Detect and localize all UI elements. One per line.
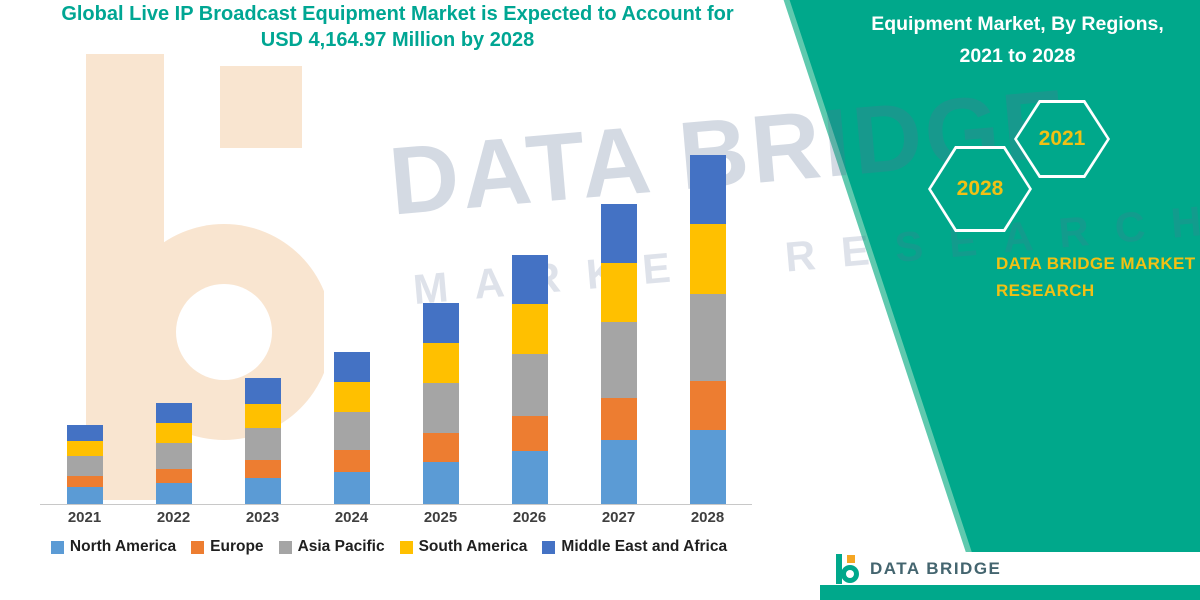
bar-segment: [511, 254, 548, 305]
x-axis-labels: 2021 2022 2023 2024 2025 2026 2027 2028: [40, 509, 752, 526]
chart-column: [40, 425, 129, 504]
bar-segment: [66, 425, 103, 441]
bar-segment: [244, 378, 281, 404]
bar-segment: [600, 397, 637, 441]
bar-segment: [689, 293, 726, 381]
logo-row: DATA BRIDGE: [820, 552, 1200, 585]
x-axis-label: 2022: [156, 509, 191, 526]
legend-item: Middle East and Africa: [542, 538, 727, 556]
brand-text: DATA BRIDGE MARKET RESEARCH: [996, 250, 1196, 304]
chart-column: [396, 303, 485, 504]
chart-legend: North America Europe Asia Pacific South Ame…: [8, 538, 770, 556]
stacked-bar: [511, 254, 548, 504]
chart-column: [218, 378, 307, 504]
bar-segment: [155, 402, 192, 424]
brand-text-line2: RESEARCH: [996, 281, 1095, 301]
legend-swatch: [191, 540, 205, 554]
hexagon-label: 2021: [1038, 127, 1086, 150]
bar-segment: [155, 443, 192, 469]
legend-item: North America: [50, 538, 177, 556]
chart-column: [485, 254, 574, 504]
stacked-bar: [66, 425, 103, 504]
bar-segment: [689, 155, 726, 225]
stacked-bar: [600, 203, 637, 504]
bar-segment: [422, 383, 459, 434]
bar-segment: [244, 403, 281, 429]
bar-segment: [155, 468, 192, 483]
bar-segment: [689, 380, 726, 431]
panel-heading: Equipment Market, By Regions, 2021 to 20…: [845, 8, 1190, 72]
legend-item: South America: [399, 538, 528, 556]
bar-segment: [511, 353, 548, 417]
bar-segment: [422, 303, 459, 344]
x-axis-label: 2024: [334, 509, 369, 526]
bar-segment: [511, 451, 548, 504]
bar-segment: [600, 440, 637, 504]
bar-segment: [333, 351, 370, 382]
x-axis-label: 2026: [512, 509, 547, 526]
bar-segment: [333, 471, 370, 504]
bar-segment: [66, 476, 103, 488]
chart-column: [663, 155, 752, 504]
bar-segment: [66, 440, 103, 457]
legend-swatch: [542, 540, 556, 554]
panel-heading-line2: 2021 to 2028: [959, 45, 1076, 68]
x-axis-label: 2021: [67, 509, 102, 526]
bar-segment: [155, 423, 192, 444]
legend-label: North America: [69, 538, 177, 555]
logo-name: DATA BRIDGE: [870, 558, 1002, 578]
chart-column: [307, 351, 396, 504]
legend-label: Europe: [210, 538, 264, 555]
legend-item: Asia Pacific: [278, 538, 385, 556]
bar-segment: [244, 459, 281, 478]
chart-column: [574, 203, 663, 504]
bar-segment: [155, 482, 192, 504]
bar-segment: [422, 433, 459, 462]
legend-swatch: [50, 540, 64, 554]
logo-strip: [820, 585, 1200, 600]
bar-segment: [689, 430, 726, 504]
logo-box: DATA BRIDGE: [820, 552, 1200, 600]
stacked-bar: [689, 155, 726, 504]
bar-segment: [511, 416, 548, 452]
x-axis-label: 2027: [601, 509, 636, 526]
bar-segment: [333, 450, 370, 472]
stacked-bar: [244, 378, 281, 504]
x-axis-label: 2028: [690, 509, 725, 526]
x-axis-label: 2023: [245, 509, 280, 526]
bar-segment: [244, 477, 281, 504]
bar-segment: [333, 411, 370, 451]
stacked-bar: [422, 303, 459, 504]
bar-segment: [244, 428, 281, 460]
bar-segment: [600, 322, 637, 398]
legend-item: Europe: [191, 538, 264, 556]
legend-swatch: [399, 540, 413, 554]
legend-swatch: [278, 540, 292, 554]
data-bridge-logo-icon: [836, 553, 859, 584]
bar-segment: [600, 203, 637, 264]
x-axis-label: 2025: [423, 509, 458, 526]
plot-area: [40, 143, 752, 505]
chart-title-line2: USD 4,164.97 Million by 2028: [260, 29, 535, 52]
legend-label: Middle East and Africa: [561, 538, 728, 555]
panel-heading-line1: Equipment Market, By Regions,: [871, 13, 1164, 35]
bar-segment: [422, 461, 459, 504]
chart-title-line1: Global Live IP Broadcast Equipment Marke…: [61, 3, 734, 25]
legend-label: Asia Pacific: [297, 538, 385, 555]
legend-label: South America: [418, 538, 528, 555]
bar-segment: [333, 381, 370, 412]
hexagon-label: 2028: [956, 177, 1004, 200]
bar-segment: [66, 456, 103, 477]
bar-segment: [511, 304, 548, 354]
bar-segment: [422, 343, 459, 384]
chart-column: [129, 402, 218, 504]
bar-segment: [689, 224, 726, 294]
stacked-bar: [333, 351, 370, 504]
chart-title: Global Live IP Broadcast Equipment Marke…: [25, 1, 770, 54]
brand-text-line1: DATA BRIDGE MARKET: [996, 254, 1196, 273]
stacked-bar: [155, 402, 192, 504]
bar-segment: [66, 487, 103, 504]
bar-segment: [600, 263, 637, 323]
